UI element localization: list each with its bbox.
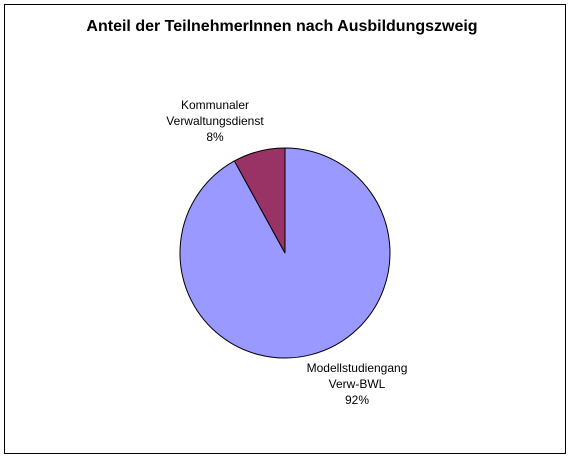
slice-label-line: 92% — [345, 393, 369, 407]
slice-label-line: Verwaltungsdienst — [166, 114, 264, 128]
slice-label-line: Kommunaler — [181, 98, 249, 112]
slice-label-1: Kommunaler Verwaltungsdienst 8% — [166, 98, 264, 144]
pie-labels: Modellstudiengang Verw-BWL 92% Kommunaler Ve… — [166, 98, 407, 407]
slice-label-line: Modellstudiengang — [307, 361, 408, 375]
chart-title: Anteil der TeilnehmerInnen nach Ausbildu… — [86, 18, 478, 35]
slice-label-line: Verw-BWL — [329, 377, 386, 391]
pie-slices — [179, 147, 391, 359]
slice-label-0: Modellstudiengang Verw-BWL 92% — [307, 361, 408, 407]
slice-label-line: 8% — [206, 130, 224, 144]
pie-slice-1 — [233, 147, 286, 254]
